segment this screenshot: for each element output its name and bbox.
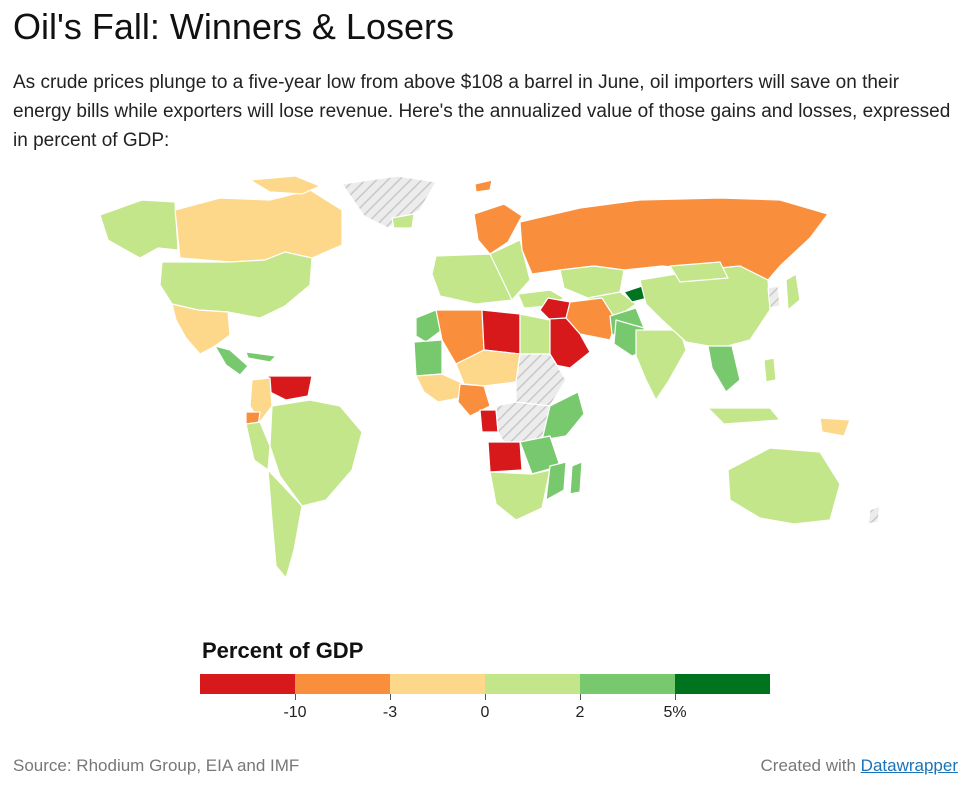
datawrapper-link[interactable]: Datawrapper <box>860 756 958 775</box>
southern-africa <box>489 469 551 521</box>
footer: Source: Rhodium Group, EIA and IMF Creat… <box>13 756 958 780</box>
india <box>635 329 687 401</box>
legend-swatch-3 <box>390 674 485 694</box>
legend-swatch-6 <box>675 674 770 694</box>
legend-swatch-5 <box>580 674 675 694</box>
venezuela <box>267 375 313 401</box>
korea <box>767 285 781 309</box>
alaska <box>99 199 179 259</box>
legend-tick-label: 2 <box>575 704 585 721</box>
legend-tick <box>485 694 486 700</box>
china <box>639 265 771 349</box>
morocco <box>415 309 443 343</box>
greenland <box>341 175 437 229</box>
canada <box>174 189 343 263</box>
legend-tick <box>580 694 581 700</box>
mexico <box>171 303 231 355</box>
east-africa <box>541 391 585 441</box>
southeast-asia <box>707 345 741 393</box>
congo <box>479 409 499 433</box>
created-with: Created with Datawrapper <box>761 756 959 776</box>
legend-tick <box>390 694 391 700</box>
iceland <box>391 213 415 229</box>
egypt <box>519 313 551 355</box>
mauritania <box>413 339 443 377</box>
chart-intro: As crude prices plunge to a five-year lo… <box>13 72 951 151</box>
legend-tick-label: 5% <box>663 704 687 721</box>
peru <box>245 421 271 471</box>
legend: Percent of GDP -10 -3 0 2 5% <box>200 638 780 728</box>
legend-title: Percent of GDP <box>202 638 364 663</box>
legend-swatch-1 <box>200 674 295 694</box>
created-with-prefix: Created with <box>760 756 861 775</box>
legend-tick-label: -3 <box>382 704 398 721</box>
angola <box>487 441 523 473</box>
central-america <box>214 345 249 376</box>
west-africa <box>415 373 465 403</box>
argentina-chile <box>267 469 303 579</box>
japan <box>785 273 801 311</box>
australia <box>727 447 841 525</box>
scandinavia <box>473 203 523 255</box>
canada-islands <box>249 175 321 195</box>
legend-tick-label: -10 <box>283 704 307 721</box>
world-map[interactable] <box>80 170 890 600</box>
eastern-europe <box>489 239 531 301</box>
brazil <box>269 399 363 507</box>
source-note: Source: Rhodium Group, EIA and IMF <box>13 756 300 775</box>
legend-tick-label: 0 <box>480 704 490 721</box>
papua-new-guinea <box>819 417 851 437</box>
madagascar <box>569 461 583 495</box>
mozambique <box>545 461 567 501</box>
legend-ticks: -10 -3 0 2 5% <box>200 694 770 724</box>
legend-color-bar <box>200 674 770 694</box>
indonesia <box>707 407 781 425</box>
colombia <box>249 377 273 423</box>
legend-tick <box>675 694 676 700</box>
new-zealand <box>867 505 881 525</box>
legend-swatch-4 <box>485 674 580 694</box>
legend-swatch-2 <box>295 674 390 694</box>
libya <box>481 309 521 355</box>
legend-tick <box>295 694 296 700</box>
cuba <box>245 351 277 363</box>
russia-arctic-islands <box>474 179 493 193</box>
mongolia <box>669 261 729 283</box>
philippines <box>763 357 777 383</box>
chart-title: Oil's Fall: Winners & Losers <box>13 6 454 47</box>
